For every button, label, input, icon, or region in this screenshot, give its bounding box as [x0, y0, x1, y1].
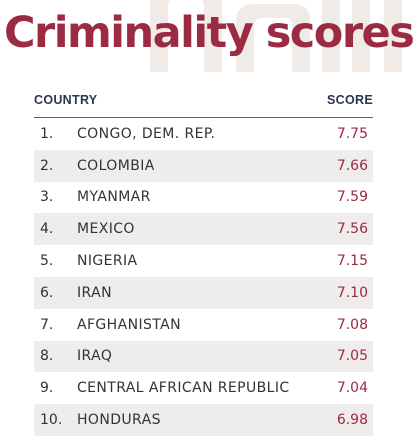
country-cell: MEXICO — [77, 221, 135, 238]
table-row: 2. COLOMBIA 7.66 — [34, 149, 373, 182]
score-cell: 7.59 — [336, 189, 368, 206]
country-cell: NIGERIA — [77, 253, 138, 270]
score-cell: 7.66 — [336, 157, 368, 174]
country-cell: COLOMBIA — [77, 157, 155, 174]
table-row: 3. MYANMAR 7.59 — [34, 182, 373, 214]
score-cell: 6.98 — [336, 412, 368, 429]
table-row: 7. AFGHANISTAN 7.08 — [34, 309, 373, 341]
score-cell: 7.75 — [336, 125, 368, 142]
score-cell: 7.04 — [336, 380, 368, 397]
country-cell: CONGO, DEM. REP. — [77, 125, 216, 142]
country-cell: IRAQ — [77, 348, 113, 365]
rank-cell: 4. — [40, 221, 54, 238]
table-row: 6. IRAN 7.10 — [34, 276, 373, 309]
table-row: 10. HONDURAS 6.98 — [34, 404, 373, 436]
score-cell: 7.05 — [336, 348, 368, 365]
score-cell: 7.10 — [336, 284, 368, 301]
country-cell: HONDURAS — [77, 412, 161, 429]
country-cell: MYANMAR — [77, 189, 151, 206]
score-cell: 7.08 — [336, 316, 368, 333]
rank-cell: 3. — [40, 189, 54, 206]
table-header: COUNTRY SCORE — [34, 88, 373, 118]
rank-cell: 8. — [40, 348, 54, 365]
rank-cell: 2. — [40, 157, 54, 174]
score-column-header: SCORE — [327, 92, 373, 107]
score-cell: 7.15 — [336, 253, 368, 270]
rank-cell: 6. — [40, 284, 54, 301]
table-row: 1. CONGO, DEM. REP. 7.75 — [34, 118, 373, 150]
rank-cell: 5. — [40, 253, 54, 270]
country-cell: AFGHANISTAN — [77, 316, 181, 333]
rank-cell: 9. — [40, 380, 54, 397]
country-cell: CENTRAL AFRICAN REPUBLIC — [77, 380, 290, 397]
table-row: 9. CENTRAL AFRICAN REPUBLIC 7.04 — [34, 372, 373, 404]
rank-cell: 1. — [40, 125, 54, 142]
table-row: 5. NIGERIA 7.15 — [34, 245, 373, 277]
page-title: Criminality scores — [4, 8, 414, 58]
rank-cell: 7. — [40, 316, 54, 333]
table-row: 8. IRAQ 7.05 — [34, 340, 373, 373]
score-cell: 7.56 — [336, 221, 368, 238]
criminality-scores-table: COUNTRY SCORE 1. CONGO, DEM. REP. 7.75 2… — [34, 88, 373, 436]
rank-cell: 10. — [40, 412, 63, 429]
country-column-header: COUNTRY — [34, 92, 98, 107]
table-row: 4. MEXICO 7.56 — [34, 213, 373, 246]
country-cell: IRAN — [77, 284, 112, 301]
